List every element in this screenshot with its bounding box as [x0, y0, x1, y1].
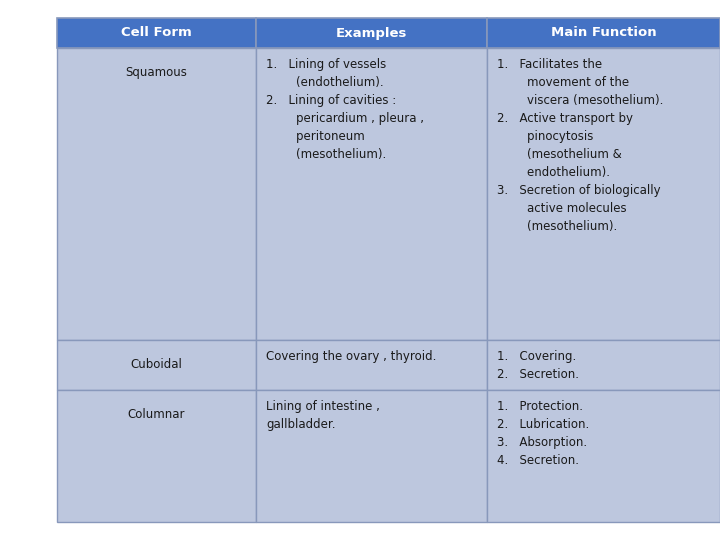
Text: 1.   Facilitates the
        movement of the
        viscera (mesothelium).
2.  : 1. Facilitates the movement of the visce… [497, 58, 663, 233]
Bar [487, 18, 720, 48]
Bar [57, 18, 256, 48]
Text: Cell Form: Cell Form [121, 26, 192, 39]
Bar [57, 390, 256, 522]
Text: 1.   Covering.
2.   Secretion.: 1. Covering. 2. Secretion. [497, 350, 579, 381]
Bar [57, 340, 256, 390]
Text: Lining of intestine ,
gallbladder.: Lining of intestine , gallbladder. [266, 400, 380, 431]
Text: Cuboidal: Cuboidal [130, 358, 182, 371]
Text: Examples: Examples [336, 26, 408, 39]
Text: Columnar: Columnar [127, 408, 185, 421]
Bar [57, 48, 256, 340]
Bar [256, 390, 487, 522]
Text: Main Function: Main Function [551, 26, 657, 39]
Bar [256, 18, 487, 48]
Bar [487, 48, 720, 340]
Text: 1.   Protection.
2.   Lubrication.
3.   Absorption.
4.   Secretion.: 1. Protection. 2. Lubrication. 3. Absorp… [497, 400, 589, 467]
Bar [256, 340, 487, 390]
Text: Covering the ovary , thyroid.: Covering the ovary , thyroid. [266, 350, 436, 363]
Text: 1.   Lining of vessels
        (endothelium).
2.   Lining of cavities :
        : 1. Lining of vessels (endothelium). 2. L… [266, 58, 424, 161]
Bar [487, 340, 720, 390]
Bar [487, 390, 720, 522]
Bar [256, 48, 487, 340]
Text: Squamous: Squamous [125, 66, 187, 79]
